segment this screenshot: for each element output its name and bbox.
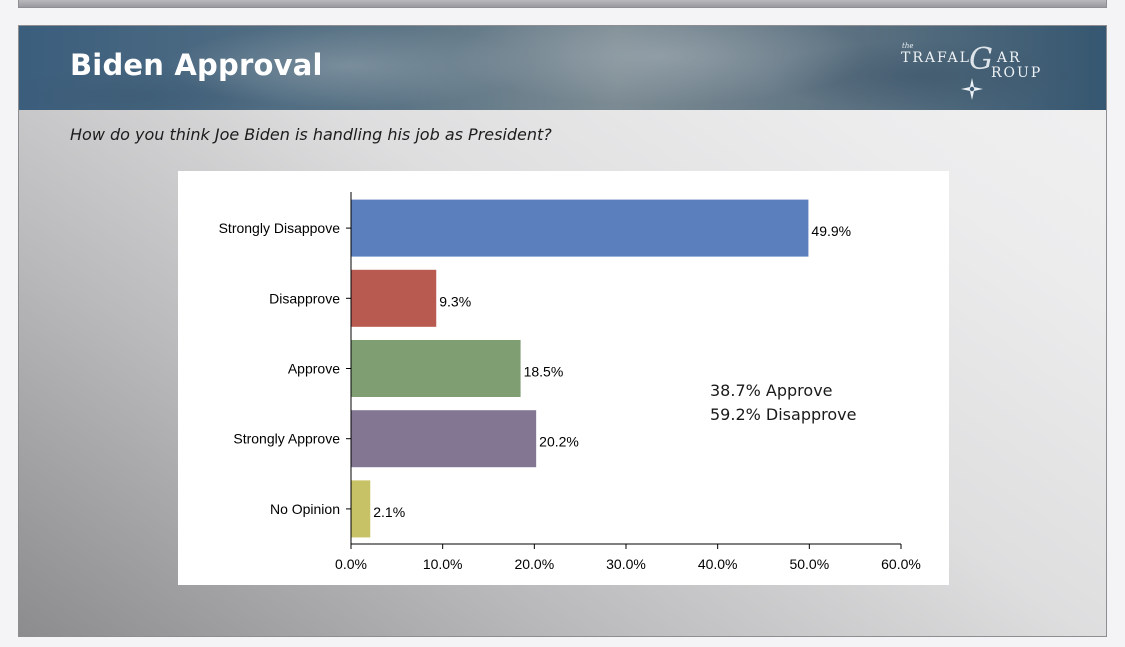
category-label-1: Strongly Disappove [219,220,341,236]
survey-question: How do you think Joe Biden is handling h… [70,125,552,144]
category-label-4: Strongly Approve [233,431,340,447]
bar-1 [351,199,809,257]
x-tick-label-6: 50.0% [789,556,829,572]
title-banner: Biden Approval the TRAFAL AR G ROUP [19,26,1106,110]
logo-line-1: TRAFAL AR [901,50,1022,66]
approval-bar-chart: Strongly Disappove 49.9% Disapprove 9.3% App… [219,192,921,572]
x-tick-label-1: 0.0% [335,556,367,572]
x-tick-label-3: 20.0% [514,556,554,572]
value-label-2: 9.3% [439,293,471,309]
value-label-3: 18.5% [524,364,564,380]
x-tick-label-5: 40.0% [698,556,738,572]
value-label-4: 20.2% [539,434,579,450]
x-tick-label-7: 60.0% [881,556,921,572]
category-label-3: Approve [288,361,340,377]
slide: Biden Approval the TRAFAL AR G ROUP How d… [18,25,1107,637]
bar-4 [351,410,537,468]
summary-box: 38.7% Approve 59.2% Disapprove [710,379,856,427]
x-tick-label-2: 10.0% [423,556,463,572]
compass-star-icon [961,78,983,100]
bar-3 [351,340,521,397]
chart-panel: Strongly Disappove 49.9% Disapprove 9.3% App… [178,171,949,585]
logo-line-2: ROUP [991,65,1043,81]
value-label-5: 2.1% [373,504,405,520]
bar-5 [351,480,371,538]
logo-line-1-start: TRAFAL [901,50,971,66]
summary-approve: 38.7% Approve [710,381,833,400]
value-label-1: 49.9% [811,223,851,239]
slide-title: Biden Approval [70,48,323,82]
logo-line-1-end: AR [996,50,1022,66]
logo-g-letter: G [969,42,993,77]
logo-the: the [902,42,914,50]
summary-disapprove: 59.2% Disapprove [710,405,857,424]
previous-slide-strip [18,0,1107,8]
trafalgar-group-logo: the TRAFAL AR G ROUP [897,40,1067,100]
category-label-2: Disapprove [269,290,340,306]
bar-2 [351,269,437,327]
category-label-5: No Opinion [270,501,340,517]
x-tick-label-4: 30.0% [606,556,646,572]
